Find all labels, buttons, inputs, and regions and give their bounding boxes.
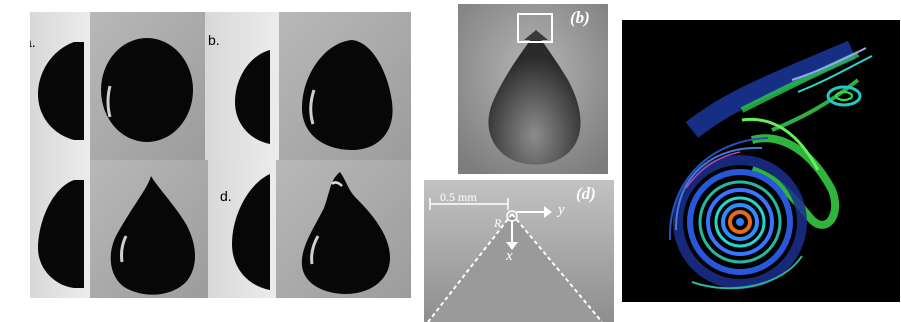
interference-svg xyxy=(668,40,873,290)
drop-c-top xyxy=(110,176,195,295)
label-b: b. xyxy=(208,32,220,48)
label-d: d. xyxy=(220,188,232,204)
cone-drop xyxy=(488,32,581,165)
panel-d-label: (d) xyxy=(576,184,596,203)
panel-d-svg xyxy=(424,180,614,322)
drop-a-side xyxy=(38,42,84,140)
drop-c-side xyxy=(38,180,84,288)
drop-d-top xyxy=(301,172,390,294)
axis-x-label: x xyxy=(506,248,513,264)
panel-d-photo: 0.5 mm y x R (d) xyxy=(424,180,614,322)
panel-b-photo: (b) xyxy=(458,4,608,174)
drop-composite-left: a. b. c. d. xyxy=(30,12,411,298)
scale-bar-label: 0.5 mm xyxy=(440,190,477,204)
drop-b-side xyxy=(235,50,270,144)
drop-d-side xyxy=(232,174,270,290)
axis-y-label: y xyxy=(558,202,565,218)
interference-pattern-panel xyxy=(622,20,900,302)
drop-b-top xyxy=(302,40,393,150)
panel-b-label: (b) xyxy=(570,8,590,27)
drop-a-top xyxy=(101,38,193,142)
panel-b-svg xyxy=(458,4,608,174)
tip-highlight-box xyxy=(517,13,553,43)
label-a: a. xyxy=(30,34,36,50)
drop-photos-svg xyxy=(30,12,411,298)
radius-label: R xyxy=(494,216,502,230)
